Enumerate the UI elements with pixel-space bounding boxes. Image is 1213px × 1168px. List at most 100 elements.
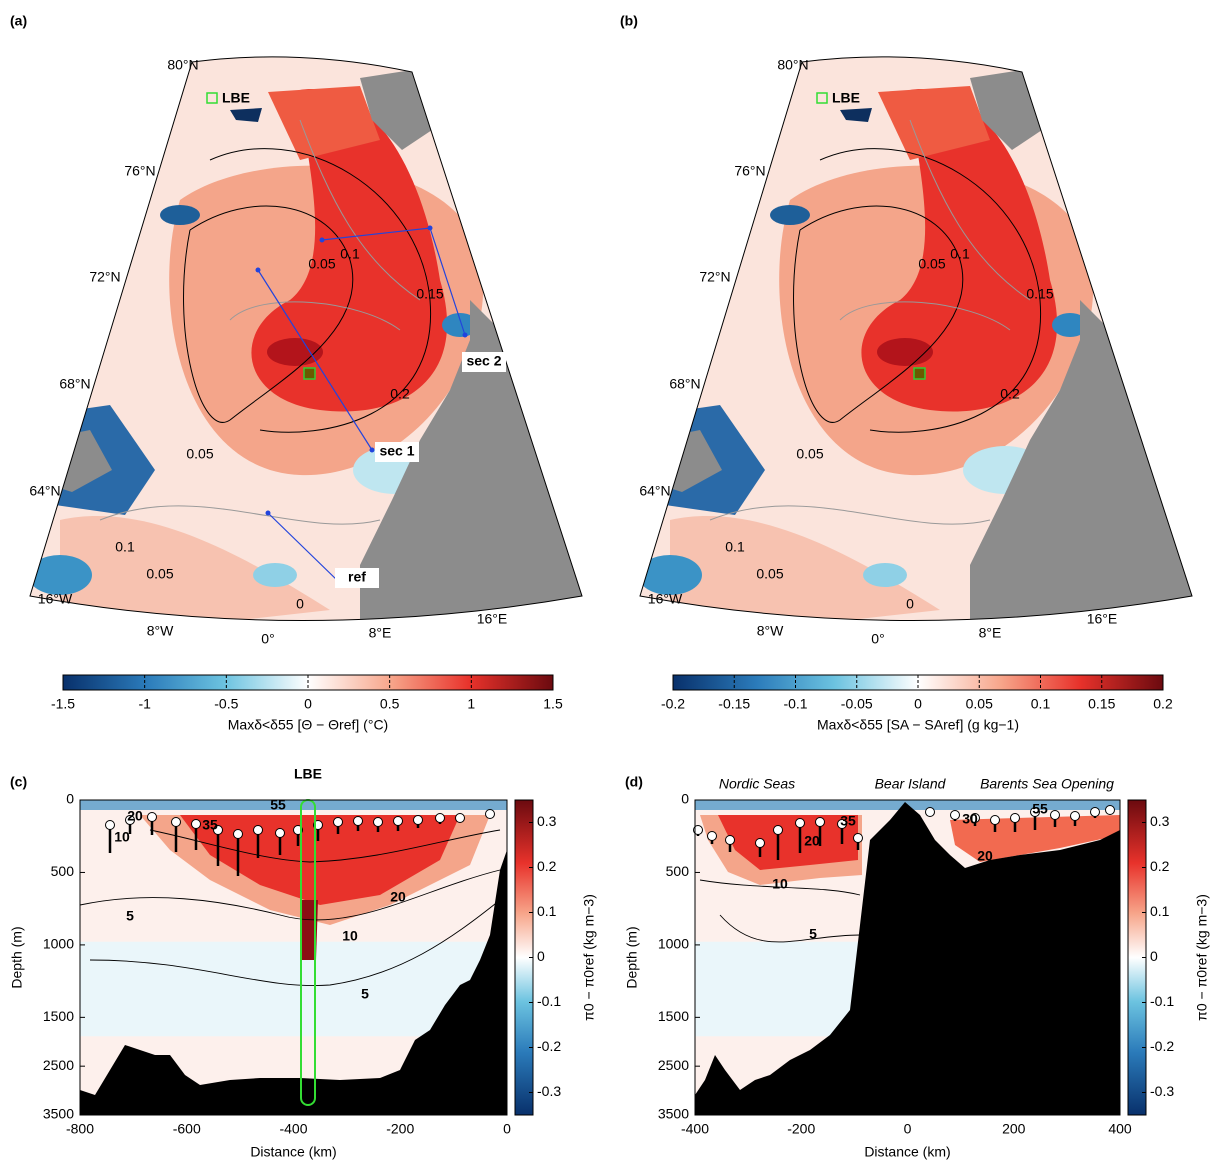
contour-label: 0.1 — [725, 539, 745, 555]
lbe-box — [303, 367, 316, 380]
contour-label: 0.2 — [390, 386, 410, 402]
contour-label: 35 — [840, 813, 856, 829]
contour-line — [99, 505, 381, 525]
contour-label: 0.15 — [1026, 286, 1053, 302]
contour-label: 55 — [1032, 801, 1048, 817]
section-end — [255, 267, 261, 273]
label-box — [375, 442, 419, 462]
colorbar-tick-label: -0.2 — [1150, 1038, 1174, 1054]
station — [837, 819, 847, 829]
station — [171, 817, 181, 827]
contour-line — [819, 148, 1041, 433]
contour-label: 0.1 — [950, 246, 970, 262]
colorbar-tick-label: 0.3 — [537, 813, 557, 829]
station — [725, 835, 735, 845]
station — [1090, 807, 1100, 817]
section-panel: (d) 35 20 10 5 30 55 20 -400 -200 0 200 400 0 500 1000 1… — [624, 774, 1210, 1160]
y-tick-label: 3500 — [658, 1106, 689, 1122]
contour-line — [299, 119, 421, 301]
contour-label: 10 — [342, 928, 358, 944]
y-tick-label: 0 — [66, 791, 74, 807]
cold-region — [1052, 313, 1088, 337]
colorbar-tick-label: 0 — [1150, 948, 1158, 964]
label-box — [462, 352, 506, 372]
colorbar-tick-label: -0.15 — [718, 696, 750, 712]
colorbar-tick-label: -1 — [138, 696, 151, 712]
max-region — [267, 338, 323, 366]
lon-label: 0° — [261, 631, 274, 647]
contour-label: 0.1 — [115, 539, 135, 555]
lat-label: 64°N — [639, 483, 670, 499]
station — [191, 819, 201, 829]
colorbar-tick-label: -0.3 — [1150, 1083, 1174, 1099]
station — [333, 817, 343, 827]
colorbar-label: Maxδ<δ55 [Θ − Θref] (°C) — [228, 717, 388, 733]
cool-region — [253, 563, 297, 587]
x-tick-label: -400 — [279, 1121, 307, 1137]
lat-label: 80°N — [777, 57, 808, 73]
station — [773, 825, 783, 835]
x-tick-label: -600 — [173, 1121, 201, 1137]
x-axis-label: Distance (km) — [864, 1144, 950, 1160]
panel-label: (b) — [620, 13, 638, 29]
x-tick-label: -200 — [787, 1121, 815, 1137]
section-line — [257, 269, 373, 451]
y-tick-label: 0 — [681, 791, 689, 807]
anomaly-region — [950, 815, 1120, 862]
contour-line — [89, 899, 501, 986]
map-frame — [639, 56, 1193, 621]
colorbar-label: π0 − π0ref (kg m−3) — [581, 894, 597, 1021]
station — [815, 817, 825, 827]
cold-region — [640, 555, 702, 595]
colorbar-tick-label: 0 — [304, 696, 312, 712]
map-field — [640, 56, 1192, 621]
land — [230, 108, 262, 122]
y-axis-label: Depth (m) — [9, 926, 25, 988]
contour-label: 0.1 — [340, 246, 360, 262]
colorbar-tick-label: 0.1 — [1031, 696, 1051, 712]
contour-line — [229, 301, 401, 331]
section-line — [267, 512, 341, 584]
anomaly-region — [180, 815, 460, 905]
contour-label: 0 — [906, 596, 914, 612]
warm-region — [60, 516, 330, 621]
station — [1030, 807, 1040, 817]
y-tick-label: 500 — [51, 863, 75, 879]
anomaly-region — [718, 815, 858, 870]
station — [233, 829, 243, 839]
cool-region — [863, 563, 907, 587]
section-label: sec 1 — [379, 443, 414, 459]
strong-warm-region — [268, 86, 380, 160]
lon-label: 8°E — [979, 625, 1002, 641]
lon-label: 8°W — [757, 623, 784, 639]
colorbar-tick-label: 0.15 — [1088, 696, 1115, 712]
x-tick-label: 200 — [1002, 1121, 1026, 1137]
colorbar-tick-label: -0.05 — [841, 696, 873, 712]
region-label: Nordic Seas — [719, 776, 795, 792]
colorbar-tick-label: -0.1 — [537, 993, 561, 1009]
region-label: Barents Sea Opening — [980, 776, 1114, 792]
station — [707, 831, 717, 841]
section-end — [427, 225, 433, 231]
station — [693, 825, 703, 835]
contour-line — [699, 879, 861, 896]
station — [1070, 811, 1080, 821]
x-tick-label: 0 — [904, 1121, 912, 1137]
contour-label: 0.05 — [756, 566, 783, 582]
station — [413, 815, 423, 825]
y-tick-label: 1000 — [658, 936, 689, 952]
station — [353, 816, 363, 826]
land — [970, 68, 1042, 150]
contour-label: 35 — [202, 817, 218, 833]
lon-label: 8°W — [147, 623, 174, 639]
cold-region — [160, 205, 200, 225]
colorbar-label: Maxδ<δ55 [SA − SAref] (g kg−1) — [817, 717, 1019, 733]
y-axis-label: Depth (m) — [624, 926, 640, 988]
colorbar-tick-label: -0.2 — [537, 1038, 561, 1054]
contour-label: 30 — [962, 811, 978, 827]
station — [125, 815, 135, 825]
station — [925, 807, 935, 817]
contour-line — [149, 829, 501, 863]
colorbar-tick-label: -0.2 — [661, 696, 685, 712]
